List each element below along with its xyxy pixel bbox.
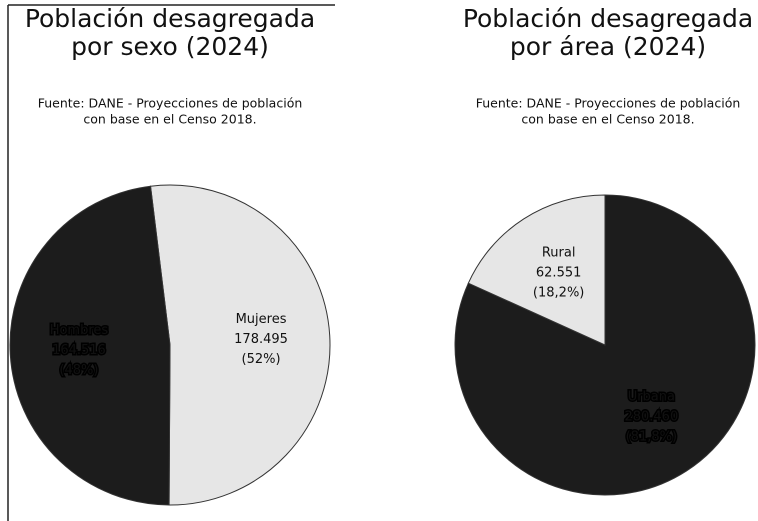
- slice-value: 178.495: [234, 332, 288, 347]
- slice-label: Rural: [542, 246, 576, 261]
- pie-slice: [9, 185, 171, 506]
- pie-slice: [467, 194, 606, 346]
- chart-title: por sexo (2024): [71, 32, 269, 61]
- slice-label: Urbana: [628, 389, 675, 404]
- slice-percent: (48%): [59, 363, 98, 378]
- chart-title: Población desagregada: [25, 4, 315, 33]
- chart-subtitle: con base en el Censo 2018.: [83, 112, 256, 127]
- slice-label: Hombres: [50, 323, 109, 338]
- slice-value: 280.460: [624, 409, 678, 424]
- slice-value: 164.516: [52, 343, 106, 358]
- chart-subtitle: Fuente: DANE - Proyecciones de población: [38, 96, 303, 111]
- slice-percent: (18,2%): [533, 286, 584, 301]
- chart-title: Población desagregada: [463, 4, 753, 33]
- slice-value: 62.551: [536, 266, 582, 281]
- chart-subtitle: Fuente: DANE - Proyecciones de población: [476, 96, 741, 111]
- slice-label: Mujeres: [236, 312, 287, 327]
- chart-title: por área (2024): [510, 32, 706, 61]
- slice-percent: (81,8%): [626, 429, 677, 444]
- pie-slice: [149, 184, 331, 506]
- chart-subtitle: con base en el Censo 2018.: [521, 112, 694, 127]
- slice-percent: (52%): [242, 352, 281, 367]
